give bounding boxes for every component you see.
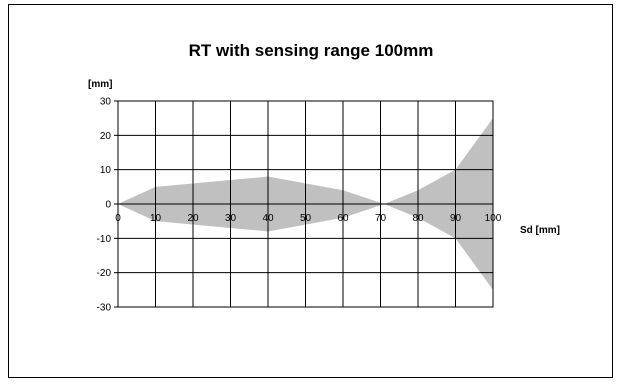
chart-svg: RT with sensing range 100mm [mm] Sd [mm]… (88, 41, 560, 314)
y-tick-label: 10 (100, 165, 112, 176)
x-tick-label: 40 (262, 213, 274, 224)
x-tick-label: 80 (412, 213, 424, 224)
y-tick-label: 20 (100, 131, 112, 142)
chart-title: RT with sensing range 100mm (189, 41, 434, 60)
y-axis-unit-label: [mm] (88, 79, 112, 90)
chart-frame: RT with sensing range 100mm [mm] Sd [mm]… (8, 4, 613, 378)
x-tick-label: 50 (300, 213, 312, 224)
y-tick-label: -10 (97, 234, 112, 245)
x-tick-label: 90 (450, 213, 462, 224)
x-tick-label: 100 (485, 213, 502, 224)
x-tick-label: 70 (375, 213, 387, 224)
y-tick-label: -20 (97, 268, 112, 279)
x-tick-label: 10 (150, 213, 162, 224)
x-tick-label: 20 (187, 213, 199, 224)
y-tick-label: 0 (105, 200, 111, 211)
x-tick-label: 60 (337, 213, 349, 224)
y-tick-label: -30 (97, 303, 112, 314)
x-tick-label: 30 (225, 213, 237, 224)
x-axis-label: Sd [mm] (520, 225, 560, 236)
x-tick-label: 0 (115, 213, 121, 224)
y-tick-label: 30 (100, 97, 112, 108)
